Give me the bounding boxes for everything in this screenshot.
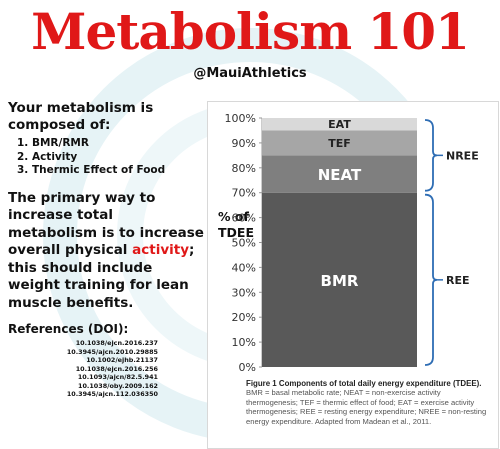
author-handle: @MauiAthletics	[193, 66, 307, 81]
segment-label-eat: EAT	[328, 118, 351, 131]
y-tick-label: 70%	[232, 187, 256, 200]
y-tick-label: 40%	[232, 261, 256, 274]
y-tick-label: 30%	[232, 286, 256, 299]
y-tick-label: 100%	[225, 112, 256, 125]
ylabel-line: % of	[218, 209, 249, 224]
bar-segment-eat	[262, 118, 417, 131]
bracket-label-ree: REE	[446, 274, 470, 287]
intro-text: Your metabolism is composed of:	[8, 100, 154, 133]
primary-text-start: The primary way to increase total metabo…	[8, 189, 204, 259]
caption-title: Figure 1 Components of total daily energ…	[246, 379, 482, 388]
y-tick-label: 80%	[232, 162, 256, 175]
caption-body: BMR = basal metabolic rate; NEAT = non-e…	[246, 388, 487, 426]
segment-label-bmr: BMR	[321, 272, 359, 290]
reference-item: 10.1038/ejcn.2016.256	[75, 364, 158, 373]
primary-text-end: ; this should include weight training fo…	[8, 242, 195, 311]
y-tick-label: 10%	[232, 336, 256, 349]
reference-item: 10.1093/ajcn/82.5.941	[77, 373, 158, 381]
references-list: 10.1038/ejcn.2016.237 10.3945/ajcn.2010.…	[8, 339, 158, 399]
primary-statement: The primary way to increase total metabo…	[8, 190, 206, 313]
factor-item: 1. BMR/RMR	[17, 137, 89, 149]
activity-highlight: activity	[132, 242, 190, 258]
bracket-nree	[424, 119, 438, 192]
y-tick-label: 20%	[232, 311, 256, 324]
factor-item: 3. Thermic Effect of Food	[17, 164, 166, 176]
figure-caption: Figure 1 Components of total daily energ…	[246, 379, 492, 426]
bracket-label-nree: NREE	[446, 149, 479, 162]
y-tick-label: 0%	[239, 361, 256, 374]
factor-item: 2. Activity	[17, 150, 78, 163]
reference-item: 10.1002/ejhb.21137	[86, 356, 158, 364]
segment-label-tef: TEF	[328, 137, 351, 150]
bracket-ree	[424, 193, 438, 366]
y-tick-label: 50%	[232, 237, 256, 250]
segment-label-neat: NEAT	[318, 166, 362, 184]
references-title: References (DOI):	[8, 322, 129, 336]
y-tick-label: 60%	[232, 212, 256, 225]
bar-segment-tef	[262, 130, 417, 156]
reference-item: 10.3945/ajcn.112.036350	[66, 390, 158, 398]
chart-ylabel: % of TDEE	[218, 209, 258, 241]
page-title: Metabolism 101	[31, 2, 470, 61]
reference-item: 10.1038/oby.2009.162	[78, 381, 158, 390]
reference-item: 10.1038/ejcn.2016.237	[75, 339, 158, 347]
left-column: Your metabolism is composed of: 1. BMR/R…	[8, 100, 206, 399]
factor-list: 1. BMR/RMR 2. Activity 3. Thermic Effect…	[8, 137, 206, 178]
ylabel-line: TDEE	[218, 225, 254, 240]
reference-item: 10.3945/ajcn.2010.29885	[66, 347, 158, 356]
y-tick-label: 90%	[232, 137, 256, 150]
bar-segment-neat	[262, 155, 417, 193]
bar-segment-bmr	[262, 192, 417, 367]
